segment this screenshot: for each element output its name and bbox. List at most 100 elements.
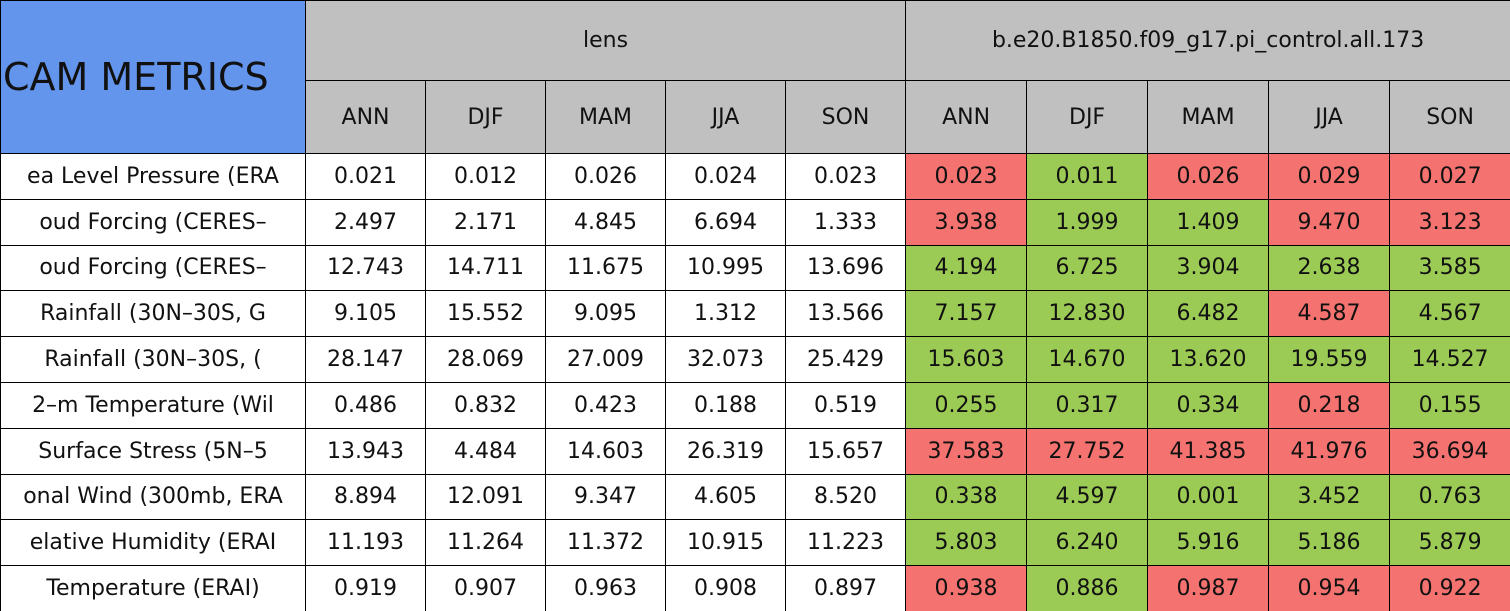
metric-value: 11.372 xyxy=(545,519,666,567)
metric-value: 0.334 xyxy=(1147,381,1270,429)
metric-value: 0.027 xyxy=(1389,153,1510,200)
metric-value: 4.194 xyxy=(905,244,1028,292)
metric-value: 0.423 xyxy=(545,381,666,429)
metric-label: Rainfall (30N–30S, G xyxy=(0,290,306,338)
metric-row: onal Wind (300mb, ERA 8.894 12.091 9.347 4.6… xyxy=(0,473,1510,521)
metric-value: 9.095 xyxy=(545,290,666,338)
metric-value: 14.670 xyxy=(1026,336,1149,383)
metric-value: 41.385 xyxy=(1147,427,1270,475)
season-header: SON xyxy=(1389,80,1510,154)
metric-value: 13.696 xyxy=(784,244,907,292)
metric-value: 0.987 xyxy=(1147,565,1270,611)
metric-value: 5.879 xyxy=(1389,519,1510,567)
metric-value: 0.026 xyxy=(1147,153,1270,200)
metric-value: 0.963 xyxy=(545,565,666,611)
metric-value: 12.091 xyxy=(425,473,546,521)
metric-value: 8.894 xyxy=(305,473,426,521)
season-header: ANN xyxy=(905,80,1028,154)
metric-value: 15.603 xyxy=(905,336,1028,383)
season-header: SON xyxy=(784,80,907,154)
metric-label: Surface Stress (5N–5 xyxy=(0,427,306,475)
metric-value: 1.312 xyxy=(665,290,786,338)
metric-value: 2.638 xyxy=(1268,244,1391,292)
season-header: MAM xyxy=(1147,80,1270,154)
metric-value: 10.915 xyxy=(665,519,786,567)
metric-value: 0.886 xyxy=(1026,565,1149,611)
metric-value: 0.023 xyxy=(905,153,1028,200)
metric-value: 13.620 xyxy=(1147,336,1270,383)
metric-label: oud Forcing (CERES– xyxy=(0,198,306,246)
metric-value: 0.012 xyxy=(425,153,546,200)
metric-value: 0.897 xyxy=(784,565,907,611)
metric-value: 0.026 xyxy=(545,153,666,200)
metric-value: 11.675 xyxy=(545,244,666,292)
metric-value: 37.583 xyxy=(905,427,1028,475)
metric-value: 1.409 xyxy=(1147,198,1270,246)
metric-value: 0.218 xyxy=(1268,381,1391,429)
metric-value: 0.907 xyxy=(425,565,546,611)
metric-value: 28.069 xyxy=(425,336,546,383)
metric-label: Rainfall (30N–30S, ( xyxy=(0,336,306,383)
season-header: MAM xyxy=(545,80,666,154)
metric-value: 8.520 xyxy=(784,473,907,521)
metric-value: 0.023 xyxy=(784,153,907,200)
metric-label: oud Forcing (CERES– xyxy=(0,244,306,292)
metric-value: 32.073 xyxy=(665,336,786,383)
season-header-row: ANN DJF MAM JJA SON ANN DJF MAM JJA SON xyxy=(1,80,1510,154)
metric-label: Temperature (ERAI) xyxy=(0,565,306,611)
metric-value: 9.470 xyxy=(1268,198,1391,246)
metric-value: 27.752 xyxy=(1026,427,1149,475)
metric-value: 11.264 xyxy=(425,519,546,567)
metric-label: elative Humidity (ERAI xyxy=(0,519,306,567)
metric-value: 4.845 xyxy=(545,198,666,246)
metric-value: 0.486 xyxy=(305,381,426,429)
metric-value: 26.319 xyxy=(665,427,786,475)
season-header: JJA xyxy=(1268,80,1391,154)
metric-value: 0.954 xyxy=(1268,565,1391,611)
metric-value: 4.587 xyxy=(1268,290,1391,338)
metric-value: 4.605 xyxy=(665,473,786,521)
metric-value: 10.995 xyxy=(665,244,786,292)
metric-value: 25.429 xyxy=(784,336,907,383)
group-header-row: CAM METRICS lens b.e20.B1850.f09_g17.pi_c… xyxy=(0,0,1510,154)
metric-value: 0.011 xyxy=(1026,153,1149,200)
season-header: JJA xyxy=(665,80,786,154)
metric-label: ea Level Pressure (ERA xyxy=(0,153,306,200)
metric-value: 1.999 xyxy=(1026,198,1149,246)
metric-value: 13.943 xyxy=(305,427,426,475)
metric-value: 0.317 xyxy=(1026,381,1149,429)
metric-value: 0.029 xyxy=(1268,153,1391,200)
metric-value: 5.803 xyxy=(905,519,1028,567)
metric-row: elative Humidity (ERAI 11.193 11.264 11.372… xyxy=(0,519,1510,567)
metric-row: ea Level Pressure (ERA 0.021 0.012 0.026 0.0… xyxy=(0,153,1510,200)
metric-value: 2.171 xyxy=(425,198,546,246)
metric-value: 19.559 xyxy=(1268,336,1391,383)
metric-value: 2.497 xyxy=(305,198,426,246)
metric-value: 3.452 xyxy=(1268,473,1391,521)
metric-value: 15.657 xyxy=(784,427,907,475)
metric-row: Temperature (ERAI) 0.919 0.907 0.963 0.908 0.… xyxy=(0,565,1510,611)
metric-value: 36.694 xyxy=(1389,427,1510,475)
title: CAM METRICS xyxy=(0,0,306,154)
metric-value: 11.223 xyxy=(784,519,907,567)
metric-value: 0.832 xyxy=(425,381,546,429)
metric-value: 0.255 xyxy=(905,381,1028,429)
group-header: lens xyxy=(304,0,907,81)
metric-value: 0.001 xyxy=(1147,473,1270,521)
group-header: b.e20.B1850.f09_g17.pi_control.all.173 xyxy=(905,0,1510,81)
metric-value: 6.240 xyxy=(1026,519,1149,567)
metric-row: 2–m Temperature (Wil 0.486 0.832 0.423 0.188… xyxy=(0,381,1510,429)
metric-value: 0.763 xyxy=(1389,473,1510,521)
metric-value: 27.009 xyxy=(545,336,666,383)
metric-value: 0.908 xyxy=(665,565,786,611)
metric-value: 0.938 xyxy=(905,565,1028,611)
metric-value: 0.338 xyxy=(905,473,1028,521)
metric-value: 3.123 xyxy=(1389,198,1510,246)
metric-value: 3.904 xyxy=(1147,244,1270,292)
metric-row: Surface Stress (5N–5 13.943 4.484 14.603 26.… xyxy=(0,427,1510,475)
season-header: DJF xyxy=(1026,80,1149,154)
metric-value: 15.552 xyxy=(425,290,546,338)
metric-value: 1.333 xyxy=(784,198,907,246)
